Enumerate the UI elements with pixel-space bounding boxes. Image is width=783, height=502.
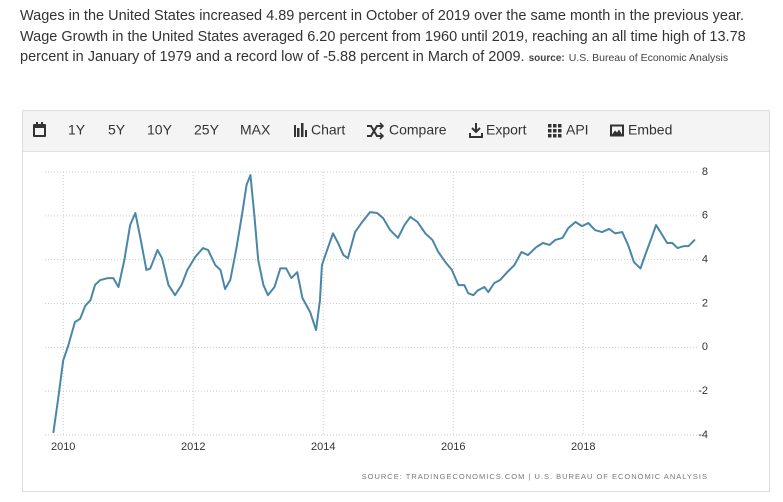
chart-button[interactable]: Chart: [311, 122, 345, 138]
y-tick-label: 6: [702, 210, 708, 222]
api-icon: [548, 124, 562, 138]
x-tick-label: 2016: [441, 441, 465, 453]
range-button[interactable]: MAX: [240, 122, 271, 138]
data-line: [52, 174, 696, 434]
chart-frame: [22, 110, 770, 492]
export-icon: [469, 123, 483, 138]
y-tick-label: 2: [702, 297, 708, 309]
y-tick-label: 4: [702, 254, 708, 266]
x-tick-label: 2014: [311, 441, 335, 453]
description-text: Wages in the United States increased 4.8…: [20, 8, 746, 65]
api-button[interactable]: API: [566, 122, 589, 138]
chart-icon: [294, 123, 307, 137]
export-button[interactable]: Export: [486, 122, 527, 138]
source-label: source:: [528, 53, 565, 64]
compare-icon: [367, 122, 385, 140]
compare-button[interactable]: Compare: [389, 122, 447, 138]
source-text: U.S. Bureau of Economic Analysis: [568, 52, 729, 64]
embed-icon: [610, 124, 624, 137]
range-button[interactable]: 1Y: [68, 122, 86, 138]
toolbar: [23, 111, 769, 151]
y-tick-label: 8: [702, 166, 708, 178]
y-tick-label: -2: [698, 385, 708, 397]
range-button[interactable]: 10Y: [147, 122, 173, 138]
x-tick-label: 2010: [51, 441, 75, 453]
x-tick-label: 2018: [571, 441, 595, 453]
description: Wages in the United States increased 4.8…: [20, 6, 775, 70]
calendar-button[interactable]: [33, 122, 46, 137]
embed-button[interactable]: Embed: [628, 122, 672, 138]
chart-source: SOURCE: TRADINGECONOMICS.COM | U.S. BURE…: [362, 472, 708, 481]
y-tick-label: 0: [702, 341, 708, 353]
x-tick-label: 2012: [181, 441, 205, 453]
y-tick-label: -4: [698, 429, 708, 441]
range-button[interactable]: 25Y: [194, 122, 220, 138]
range-button[interactable]: 5Y: [108, 122, 126, 138]
